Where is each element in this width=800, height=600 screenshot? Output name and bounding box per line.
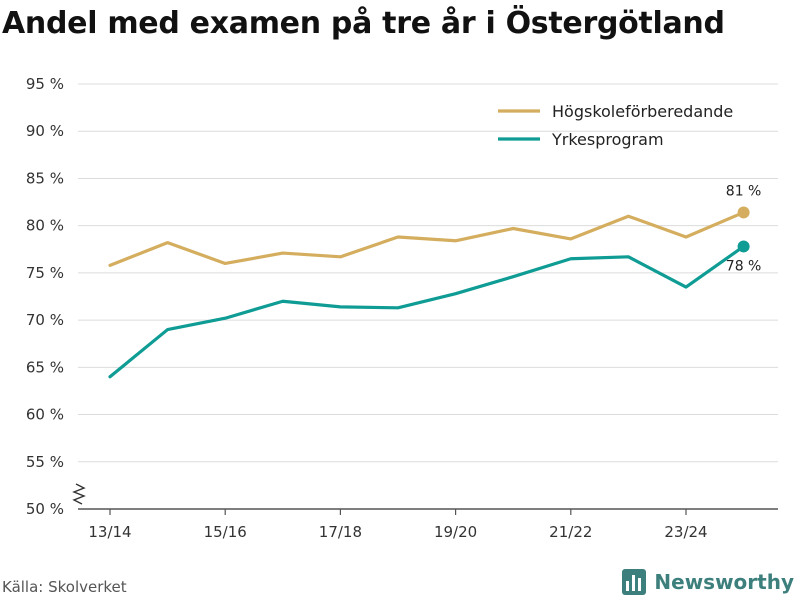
brand-name: Newsworthy <box>654 570 794 594</box>
y-tick-label: 80 % <box>26 217 64 235</box>
series-line <box>108 244 746 379</box>
y-tick-label: 50 % <box>26 500 64 518</box>
newsworthy-icon <box>622 569 647 595</box>
legend-label: Högskoleförberedande <box>552 102 733 121</box>
x-tick-label: 23/24 <box>664 523 707 541</box>
axis-break-icon <box>72 483 86 505</box>
x-tick-label: 15/16 <box>204 523 247 541</box>
y-axis: 50 % 55 % 60 % 65 % 70 % 75 % 80 % 85 % 90 % 95 % <box>26 75 64 518</box>
y-tick-label: 75 % <box>26 264 64 282</box>
grid-lines <box>78 83 778 463</box>
legend-label: Yrkesprogram <box>551 130 664 149</box>
source-note: Källa: Skolverket <box>2 578 127 596</box>
x-tick-label: 19/20 <box>434 523 477 541</box>
y-tick-label: 60 % <box>26 406 64 424</box>
x-tick-label: 21/22 <box>549 523 592 541</box>
end-point <box>737 240 750 253</box>
data-labels: 81 % 78 % <box>726 183 762 274</box>
x-axis: 13/14 15/16 17/18 19/20 21/22 23/24 <box>72 483 778 541</box>
y-tick-label: 85 % <box>26 169 64 187</box>
y-tick-label: 55 % <box>26 453 64 471</box>
y-tick-label: 90 % <box>26 122 64 140</box>
end-point <box>737 206 750 219</box>
series-lines <box>108 206 750 379</box>
x-tick-label: 13/14 <box>88 523 131 541</box>
brand-logo: Newsworthy <box>622 569 794 595</box>
end-data-label: 78 % <box>726 258 762 274</box>
end-data-label: 81 % <box>726 183 762 199</box>
y-tick-label: 95 % <box>26 75 64 93</box>
chart-title: Andel med examen på tre år i Östergötlan… <box>2 6 725 41</box>
series-line <box>108 210 746 267</box>
x-tick-label: 17/18 <box>319 523 362 541</box>
y-tick-label: 70 % <box>26 311 64 329</box>
legend: Högskoleförberedande Yrkesprogram <box>498 102 733 149</box>
y-tick-label: 65 % <box>26 358 64 376</box>
